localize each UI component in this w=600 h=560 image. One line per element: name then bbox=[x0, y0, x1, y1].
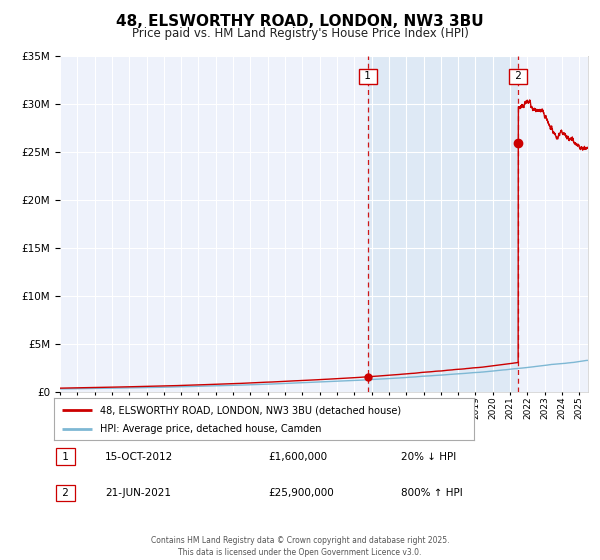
48, ELSWORTHY ROAD, LONDON, NW3 3BU (detached house) bbox=[526, 97, 533, 104]
HPI: Average price, detached house, Camden: (2.03e+03, 3.3e+06): Average price, detached house, Camden: (… bbox=[584, 357, 592, 363]
Line: HPI: Average price, detached house, Camden: HPI: Average price, detached house, Camd… bbox=[60, 360, 588, 389]
Text: £25,900,000: £25,900,000 bbox=[268, 488, 334, 498]
Text: 800% ↑ HPI: 800% ↑ HPI bbox=[401, 488, 463, 498]
48, ELSWORTHY ROAD, LONDON, NW3 3BU (detached house) bbox=[572, 142, 580, 148]
Text: 20% ↓ HPI: 20% ↓ HPI bbox=[401, 451, 456, 461]
HPI: Average price, detached house, Camden: (2.02e+03, 3.07e+06): Average price, detached house, Camden: (… bbox=[568, 359, 575, 366]
48, ELSWORTHY ROAD, LONDON, NW3 3BU (detached house) bbox=[545, 121, 553, 128]
Line: 48, ELSWORTHY ROAD, LONDON, NW3 3BU (detached house): 48, ELSWORTHY ROAD, LONDON, NW3 3BU (det… bbox=[518, 100, 588, 150]
48, ELSWORTHY ROAD, LONDON, NW3 3BU (detached house) bbox=[535, 108, 542, 114]
Text: £1,600,000: £1,600,000 bbox=[268, 451, 328, 461]
48, ELSWORTHY ROAD, LONDON, NW3 3BU (detached house) bbox=[515, 140, 522, 147]
HPI: Average price, detached house, Camden: (2.02e+03, 1.78e+06): Average price, detached house, Camden: (… bbox=[440, 372, 447, 379]
Text: 2: 2 bbox=[512, 71, 525, 81]
HPI: Average price, detached house, Camden: (2.02e+03, 2.77e+06): Average price, detached house, Camden: (… bbox=[542, 362, 549, 368]
Text: 1: 1 bbox=[361, 71, 374, 81]
Text: 48, ELSWORTHY ROAD, LONDON, NW3 3BU (detached house): 48, ELSWORTHY ROAD, LONDON, NW3 3BU (det… bbox=[100, 405, 401, 415]
Text: Price paid vs. HM Land Registry's House Price Index (HPI): Price paid vs. HM Land Registry's House … bbox=[131, 27, 469, 40]
Text: HPI: Average price, detached house, Camden: HPI: Average price, detached house, Camd… bbox=[100, 424, 322, 434]
Text: 2: 2 bbox=[59, 488, 72, 498]
Text: Contains HM Land Registry data © Crown copyright and database right 2025.
This d: Contains HM Land Registry data © Crown c… bbox=[151, 536, 449, 557]
HPI: Average price, detached house, Camden: (2.01e+03, 8.95e+05): Average price, detached house, Camden: (… bbox=[283, 380, 290, 387]
48, ELSWORTHY ROAD, LONDON, NW3 3BU (detached house) bbox=[577, 144, 584, 151]
Bar bbox=[368, 56, 518, 392]
HPI: Average price, detached house, Camden: (2e+03, 3.2e+05): Average price, detached house, Camden: (… bbox=[56, 386, 64, 393]
HPI: Average price, detached house, Camden: (2.01e+03, 9.96e+05): Average price, detached house, Camden: (… bbox=[307, 379, 314, 386]
48, ELSWORTHY ROAD, LONDON, NW3 3BU (detached house) bbox=[542, 114, 550, 121]
Text: 48, ELSWORTHY ROAD, LONDON, NW3 3BU: 48, ELSWORTHY ROAD, LONDON, NW3 3BU bbox=[116, 14, 484, 29]
Text: 15-OCT-2012: 15-OCT-2012 bbox=[105, 451, 173, 461]
Text: 1: 1 bbox=[59, 451, 72, 461]
48, ELSWORTHY ROAD, LONDON, NW3 3BU (detached house) bbox=[584, 144, 592, 151]
48, ELSWORTHY ROAD, LONDON, NW3 3BU (detached house) bbox=[547, 125, 554, 132]
Text: 21-JUN-2021: 21-JUN-2021 bbox=[105, 488, 171, 498]
HPI: Average price, detached house, Camden: (2.01e+03, 8.77e+05): Average price, detached house, Camden: (… bbox=[278, 380, 286, 387]
48, ELSWORTHY ROAD, LONDON, NW3 3BU (detached house) bbox=[579, 147, 586, 153]
